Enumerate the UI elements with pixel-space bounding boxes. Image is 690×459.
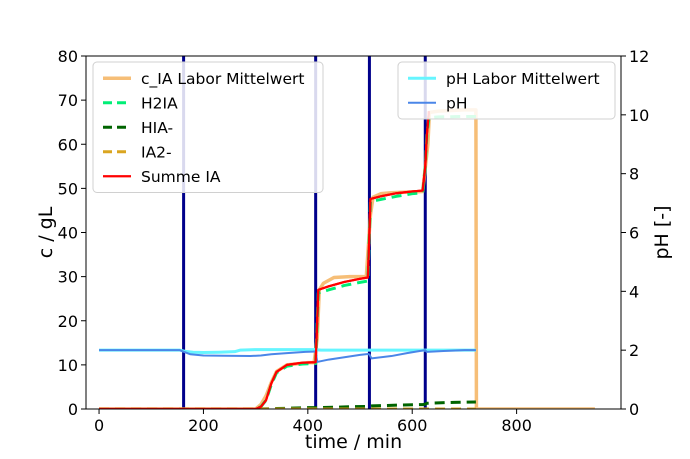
- y-tick-label: 10: [58, 356, 78, 375]
- y-tick-label: 70: [58, 91, 78, 110]
- y2-tick-label: 12: [629, 47, 649, 66]
- x-tick-label: 600: [397, 416, 428, 435]
- x-tick-label: 200: [188, 416, 219, 435]
- ph-series: [99, 111, 476, 409]
- x-tick-label: 0: [94, 416, 104, 435]
- y-axis-ticks: 0 10 20 30 40 50 60 70 80: [58, 47, 86, 419]
- y2-tick-label: 0: [629, 400, 639, 419]
- x-axis-label: time / min: [305, 431, 402, 453]
- y2-tick-label: 8: [629, 165, 639, 184]
- legend-label: pH Labor Mittelwert: [446, 70, 600, 88]
- y2-axis-ticks: 0 2 4 6 8 10 12: [621, 47, 649, 419]
- legend-label: c_IA Labor Mittelwert: [141, 70, 304, 89]
- y2-tick-label: 10: [629, 106, 649, 125]
- legend-label: pH: [446, 94, 468, 112]
- y-tick-label: 20: [58, 312, 78, 331]
- legend-right: pH Labor Mittelwert pH: [397, 61, 616, 120]
- y-tick-label: 60: [58, 135, 78, 154]
- y-tick-label: 80: [58, 47, 78, 66]
- series-line-ph: [99, 349, 476, 363]
- y-tick-label: 30: [58, 268, 78, 287]
- legend-label: IA2-: [141, 143, 172, 161]
- y-tick-label: 40: [58, 224, 78, 243]
- legend-frame: [92, 61, 324, 193]
- y2-tick-label: 2: [629, 341, 639, 360]
- legend-frame: [397, 61, 616, 120]
- y-tick-label: 50: [58, 179, 78, 198]
- x-tick-label: 400: [293, 416, 324, 435]
- legend-label: H2IA: [141, 94, 178, 112]
- series-line-hia-: [99, 400, 476, 409]
- series-line-summe-ia: [99, 111, 431, 409]
- y2-axis-label: pH [-]: [651, 205, 673, 259]
- x-axis-ticks: 0 200 400 600 800: [94, 409, 532, 435]
- legend-label: Summe IA: [141, 168, 221, 186]
- legend-label: HIA-: [141, 119, 173, 137]
- y2-tick-label: 4: [629, 282, 639, 301]
- legend-left: c_IA Labor Mittelwert H2IA HIA- IA2- Summe I…: [92, 61, 324, 193]
- y-axis-label: c / gL: [35, 206, 57, 258]
- series-line-h2ia: [99, 114, 476, 409]
- y-tick-label: 0: [68, 400, 78, 419]
- series-line-ph-labor-mittelwert: [99, 348, 476, 355]
- x-tick-label: 800: [501, 416, 532, 435]
- y2-tick-label: 6: [629, 224, 639, 243]
